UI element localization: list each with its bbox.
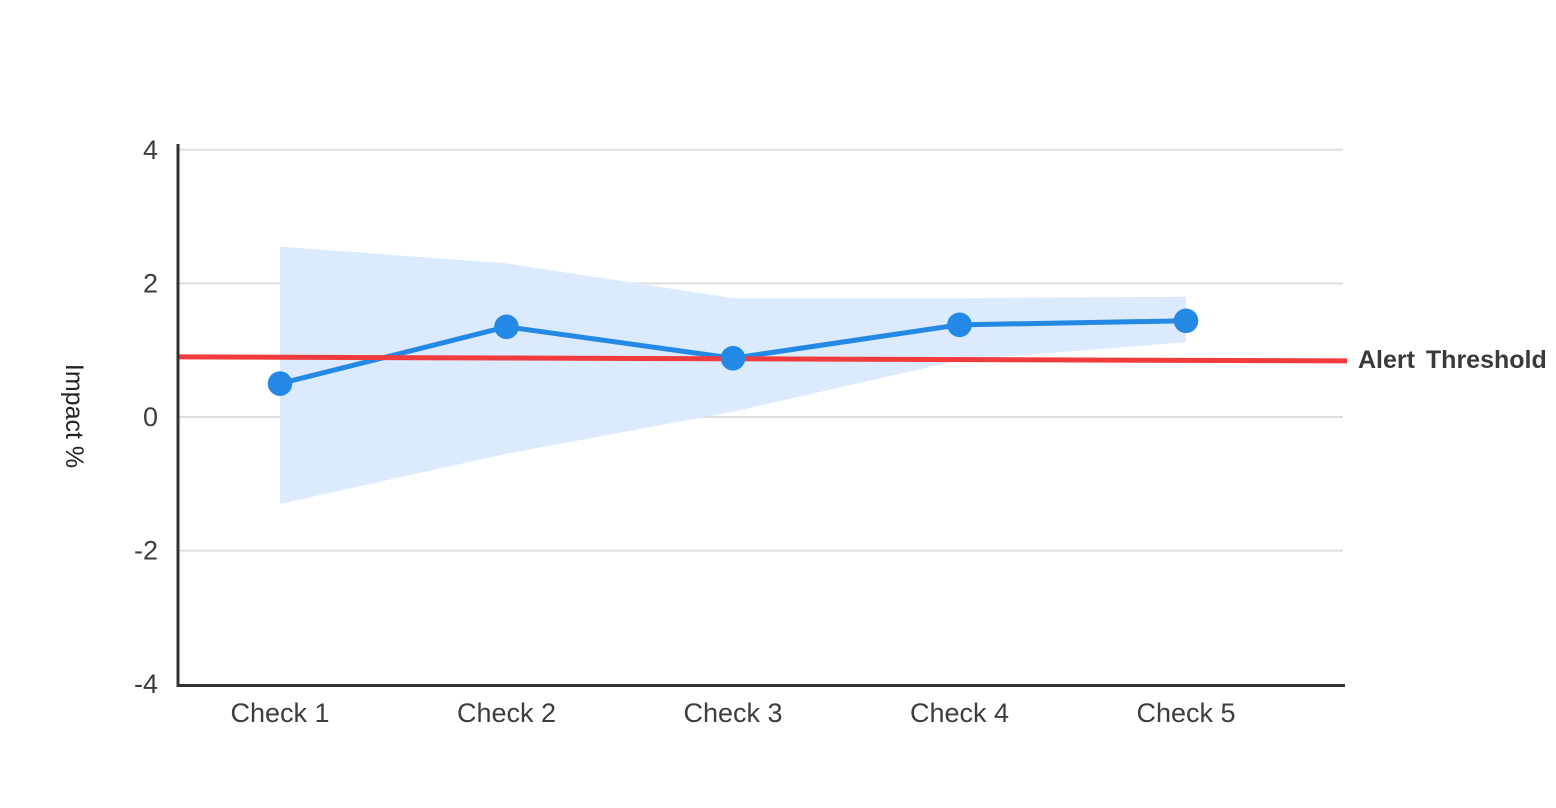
x-tick-label: Check 2 — [457, 698, 556, 728]
y-axis-tick-labels: 4 2 0 -2 -4 — [134, 135, 158, 699]
y-tick-label: 4 — [143, 135, 158, 165]
x-tick-label: Check 4 — [910, 698, 1009, 728]
alert-threshold-label: Alert Threshold — [1358, 346, 1547, 374]
y-tick-label: 2 — [143, 268, 158, 298]
impact-point-check-2 — [494, 314, 519, 340]
x-axis-tick-labels: Check 1 Check 2 Check 3 Check 4 Check 5 — [230, 698, 1235, 728]
y-tick-label: -4 — [134, 669, 158, 699]
impact-point-check-4 — [947, 312, 972, 338]
x-tick-label: Check 5 — [1136, 698, 1235, 728]
alert-threshold-line — [177, 354, 1348, 364]
x-tick-label: Check 3 — [683, 698, 782, 728]
y-tick-label: 0 — [143, 402, 158, 432]
y-axis-title: Impact % — [60, 364, 88, 468]
impact-point-check-1 — [267, 371, 293, 396]
confidence-band — [280, 246, 1186, 504]
impact-point-check-5 — [1173, 308, 1199, 334]
impact-point-check-3 — [720, 345, 746, 371]
impact-markers — [267, 308, 1199, 396]
x-tick-label: Check 1 — [230, 698, 329, 728]
y-tick-label: -2 — [134, 536, 158, 566]
